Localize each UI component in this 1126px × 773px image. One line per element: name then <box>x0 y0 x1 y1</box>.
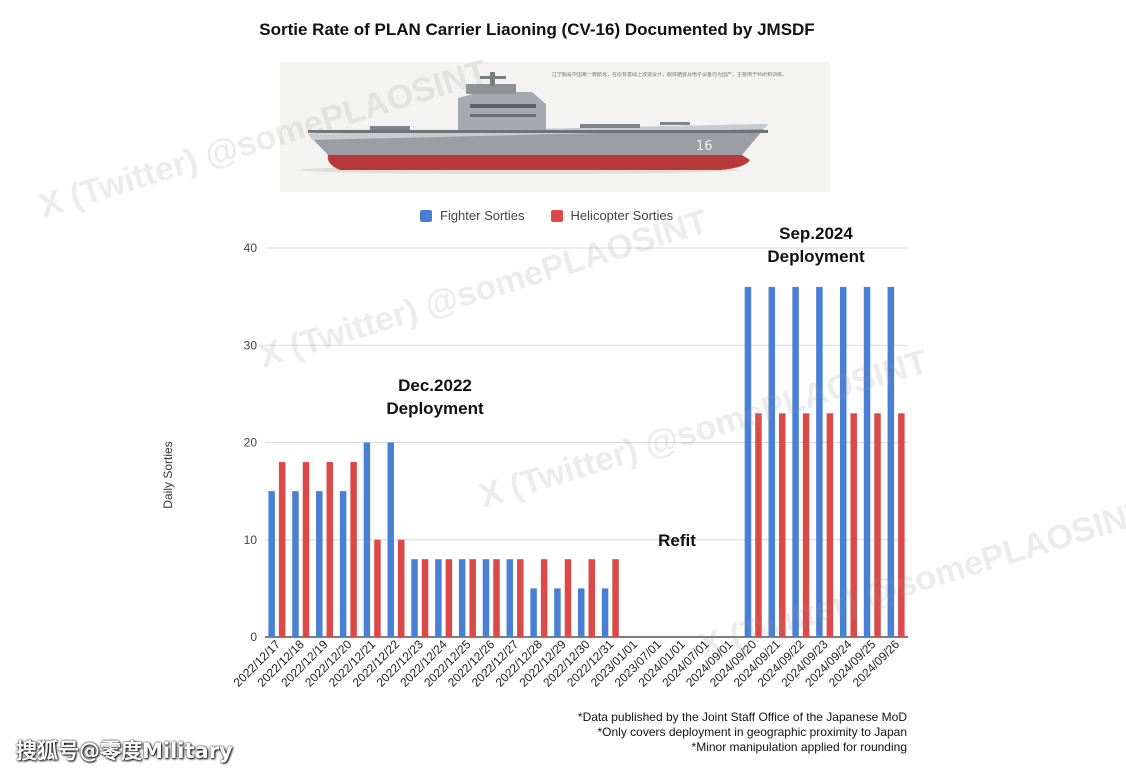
helicopter-bar <box>517 559 524 637</box>
ship-caption: 辽宁舰是中国第一艘航母，在原有基础上改进设计，舰体舾装及电子设备均为国产，主要用… <box>552 72 788 78</box>
fighter-bar <box>268 491 275 637</box>
fighter-bar <box>316 491 323 637</box>
helicopter-bar <box>802 413 810 637</box>
helicopter-bar <box>445 559 453 637</box>
chart-title: Sortie Rate of PLAN Carrier Liaoning (CV… <box>259 20 815 39</box>
footnote-source: *Data published by the Joint Staff Offic… <box>577 710 907 724</box>
fighter-bar <box>863 286 871 637</box>
helicopter-bar <box>612 559 619 637</box>
footnotes: *Data published by the Joint Staff Offic… <box>578 710 907 755</box>
annotation-dec-line2: Deployment <box>386 399 484 418</box>
fighter-bar <box>411 559 418 637</box>
y-tick-label: 20 <box>244 436 258 450</box>
y-tick-label: 30 <box>244 338 258 352</box>
helicopter-bar <box>397 539 405 637</box>
fighter-bar <box>792 286 799 637</box>
hull-number: 16 <box>696 139 713 154</box>
annotation-refit: Refit <box>658 531 696 550</box>
helicopter-bar <box>564 559 572 637</box>
helicopter-bar <box>350 461 357 637</box>
helicopter-bar <box>469 559 476 637</box>
helicopter-bar <box>326 461 334 637</box>
ship-illustration: 16 <box>280 62 830 192</box>
helicopter-bar <box>850 413 857 637</box>
fighter-bar <box>554 588 561 637</box>
fighter-bar <box>506 559 514 637</box>
helicopter-bar <box>898 413 905 637</box>
helicopter-bar <box>826 413 834 637</box>
source-watermark: 搜狐号@零度Military <box>16 739 233 763</box>
annotation-sep-line2: Deployment <box>767 247 865 266</box>
helicopter-bar <box>779 413 786 637</box>
annotation-dec-2022: Dec.2022 Deployment <box>370 374 500 420</box>
helicopter-bar <box>421 559 429 637</box>
legend-helicopter: Helicopter Sorties <box>550 208 674 223</box>
legend-fighter: Fighter Sorties <box>420 208 525 223</box>
fighter-bar <box>339 491 347 637</box>
helicopter-bar <box>374 539 381 637</box>
fighter-bar <box>768 286 776 637</box>
fighter-bar <box>601 588 609 637</box>
fighter-bar <box>435 559 442 637</box>
footnote-rounding: *Minor manipulation applied for rounding <box>691 740 907 754</box>
legend-helicopter-swatch <box>550 209 563 222</box>
fighter-bar <box>744 286 752 637</box>
fighter-bar <box>482 559 490 637</box>
fighter-bar <box>839 286 847 637</box>
fighter-bar <box>816 286 823 637</box>
helicopter-bar <box>493 559 500 637</box>
fighter-bar <box>530 588 537 637</box>
legend-fighter-swatch <box>420 209 432 222</box>
fighter-bar <box>387 442 394 637</box>
helicopter-bar <box>755 413 762 637</box>
legend-helicopter-label: Helicopter Sorties <box>570 208 674 223</box>
helicopter-bar <box>588 559 595 637</box>
legend-fighter-label: Fighter Sorties <box>440 208 525 223</box>
annotation-sep-line1: Sep.2024 <box>779 224 853 243</box>
helicopter-bar <box>278 461 286 637</box>
helicopter-bar <box>540 559 548 637</box>
fighter-bar <box>363 442 371 637</box>
footnote-coverage: *Only covers deployment in geographic pr… <box>597 725 908 739</box>
fighter-bar <box>458 559 466 637</box>
fighter-bar <box>887 286 895 637</box>
y-tick-label: 0 <box>250 630 257 644</box>
helicopter-bar <box>302 461 310 637</box>
y-tick-label: 40 <box>244 241 258 255</box>
y-tick-label: 10 <box>244 533 258 547</box>
legend: Fighter Sorties Helicopter Sorties <box>420 208 673 223</box>
annotation-sep-2024: Sep.2024 Deployment <box>750 222 882 268</box>
helicopter-bar <box>874 413 881 637</box>
annotation-dec-line1: Dec.2022 <box>398 376 472 395</box>
fighter-bar <box>292 491 299 637</box>
fighter-bar <box>578 588 585 637</box>
